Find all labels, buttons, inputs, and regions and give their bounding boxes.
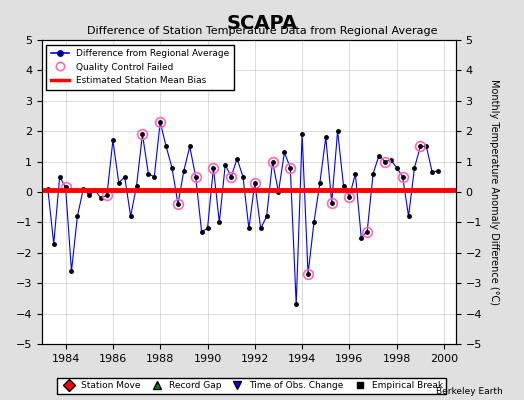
Text: Berkeley Earth: Berkeley Earth bbox=[436, 387, 503, 396]
Legend: Difference from Regional Average, Quality Control Failed, Estimated Station Mean: Difference from Regional Average, Qualit… bbox=[47, 44, 234, 90]
Text: Difference of Station Temperature Data from Regional Average: Difference of Station Temperature Data f… bbox=[87, 26, 437, 36]
Legend: Station Move, Record Gap, Time of Obs. Change, Empirical Break: Station Move, Record Gap, Time of Obs. C… bbox=[57, 378, 446, 394]
Y-axis label: Monthly Temperature Anomaly Difference (°C): Monthly Temperature Anomaly Difference (… bbox=[489, 79, 499, 305]
Text: SCAPA: SCAPA bbox=[226, 14, 298, 33]
